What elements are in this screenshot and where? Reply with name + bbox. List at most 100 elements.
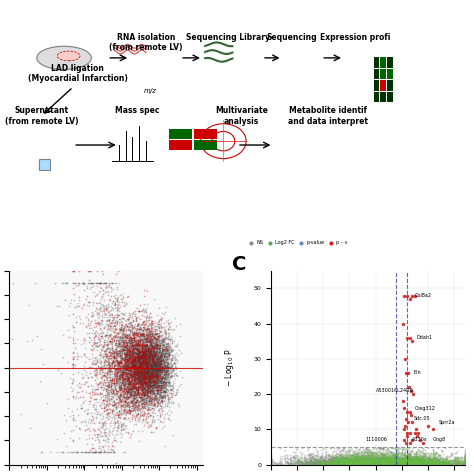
Point (128, 404, 136, 412)
Point (347, 454, 355, 462)
Point (270, 459, 278, 467)
Point (139, 340, 146, 348)
Point (431, 453, 438, 461)
Point (98, 293, 105, 301)
Point (105, 354, 113, 362)
Point (118, 321, 126, 329)
Point (128, 328, 136, 335)
Point (419, 457, 427, 465)
Point (126, 391, 134, 399)
Point (392, 461, 400, 468)
Point (371, 457, 378, 465)
Point (376, 456, 384, 464)
Point (377, 459, 385, 467)
Point (126, 359, 134, 367)
Point (117, 392, 124, 399)
Point (146, 350, 153, 357)
Point (129, 309, 137, 316)
Point (392, 460, 400, 468)
Point (143, 369, 150, 376)
Point (144, 382, 151, 390)
Point (134, 375, 142, 383)
Point (409, 460, 417, 468)
Point (133, 367, 140, 375)
Point (315, 457, 323, 465)
Point (414, 457, 422, 465)
Point (389, 459, 396, 466)
Point (135, 347, 142, 355)
Point (148, 376, 156, 384)
Point (398, 459, 406, 467)
Point (138, 350, 146, 358)
Point (156, 412, 164, 419)
Point (117, 352, 125, 359)
Point (167, 392, 174, 400)
Point (402, 460, 410, 467)
Point (142, 334, 149, 342)
Point (383, 449, 391, 456)
Point (139, 383, 147, 391)
Point (417, 458, 425, 465)
Point (113, 350, 121, 358)
Point (380, 458, 388, 466)
Point (381, 457, 389, 465)
Point (461, 459, 468, 466)
Point (146, 369, 153, 377)
Point (140, 374, 147, 381)
Point (153, 358, 160, 366)
Point (105, 338, 112, 346)
Point (144, 341, 151, 349)
Point (126, 380, 133, 387)
Point (25, 301, 33, 309)
Point (154, 371, 162, 378)
Point (139, 360, 147, 367)
Point (432, 460, 440, 467)
Point (149, 377, 156, 384)
Point (157, 380, 165, 387)
Point (146, 337, 153, 345)
Point (159, 386, 166, 394)
Point (101, 448, 109, 456)
Point (157, 386, 164, 394)
Point (139, 358, 147, 366)
Point (369, 459, 377, 467)
Point (110, 354, 118, 361)
Point (140, 351, 148, 359)
Point (91, 427, 98, 435)
Point (85, 448, 93, 456)
Point (349, 458, 356, 465)
Point (375, 460, 383, 467)
Point (111, 311, 119, 319)
Point (409, 292, 416, 299)
Point (385, 458, 392, 466)
Point (137, 393, 144, 401)
Point (150, 372, 157, 379)
Point (420, 450, 428, 458)
Point (320, 461, 328, 468)
Point (317, 453, 325, 460)
Point (146, 412, 154, 419)
Point (436, 458, 443, 466)
Point (90, 395, 98, 402)
Point (159, 373, 166, 380)
Point (461, 460, 468, 467)
Point (128, 361, 136, 368)
Point (153, 330, 161, 337)
Point (415, 459, 422, 466)
Point (150, 382, 158, 390)
Point (118, 374, 125, 381)
Point (365, 446, 372, 454)
Point (383, 460, 391, 467)
Point (149, 342, 156, 350)
Point (147, 338, 155, 346)
Point (122, 352, 130, 360)
Point (349, 453, 356, 460)
Point (426, 458, 433, 465)
Point (333, 461, 341, 468)
Point (144, 361, 151, 368)
Point (121, 403, 129, 410)
Point (408, 459, 416, 467)
Point (145, 313, 153, 321)
Point (339, 460, 347, 468)
Point (149, 339, 156, 347)
